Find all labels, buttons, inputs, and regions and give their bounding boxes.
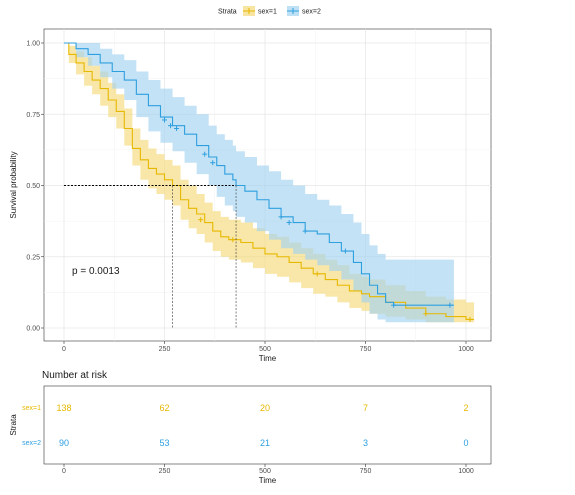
risk-count: 90	[59, 438, 69, 448]
censor-mark	[342, 248, 348, 254]
risk-count: 53	[159, 438, 169, 448]
censor-mark	[467, 316, 473, 322]
censor-mark	[230, 237, 236, 243]
x-tick-label: 750	[360, 346, 372, 353]
confidence-band	[64, 43, 475, 323]
p-value-annotation: p = 0.0013	[72, 266, 120, 277]
censor-mark	[447, 302, 453, 308]
y-tick-label: 0.00	[26, 326, 40, 333]
risk-count: 21	[260, 438, 270, 448]
confidence-band	[64, 43, 454, 323]
censor-mark	[198, 217, 204, 223]
censor-mark	[302, 228, 308, 234]
risk-x-tick-label: 750	[360, 468, 372, 475]
risk-count: 3	[363, 438, 368, 448]
legend-label: sex=2	[302, 9, 321, 16]
risk-table-title: Number at risk	[42, 370, 108, 381]
censor-mark	[391, 302, 397, 308]
censor-mark	[278, 214, 284, 220]
legend-label: sex=1	[258, 9, 277, 16]
x-tick-label: 0	[62, 346, 66, 353]
risk-count: 138	[56, 403, 71, 413]
risk-count: 7	[363, 403, 368, 413]
risk-count: 62	[159, 403, 169, 413]
x-axis-title: Time	[259, 354, 277, 363]
risk-count: 2	[463, 403, 468, 413]
risk-count: 0	[463, 438, 468, 448]
risk-row-label: sex=2	[22, 440, 41, 447]
y-tick-label: 0.50	[26, 183, 40, 190]
risk-x-tick-label: 1000	[458, 468, 474, 475]
risk-y-axis-title: Strata	[9, 414, 18, 436]
y-tick-label: 0.25	[26, 254, 40, 261]
censor-mark	[286, 220, 292, 226]
risk-x-axis-title: Time	[259, 476, 277, 485]
censor-mark	[423, 311, 429, 317]
y-tick-label: 1.00	[26, 41, 40, 48]
survival-curve	[64, 42, 475, 320]
y-tick-label: 0.75	[26, 112, 40, 119]
risk-table-panel	[43, 385, 492, 465]
censor-mark	[174, 126, 180, 131]
x-tick-label: 500	[259, 346, 271, 353]
censor-mark	[162, 117, 167, 123]
censor-mark	[314, 271, 320, 277]
legend-title: Strata	[218, 9, 237, 16]
x-tick-label: 1000	[458, 346, 474, 353]
risk-x-tick-label: 250	[159, 468, 171, 475]
risk-count: 20	[260, 403, 270, 413]
censor-mark	[168, 123, 174, 129]
survival-curve	[64, 42, 454, 306]
risk-x-tick-label: 0	[62, 468, 66, 475]
risk-row-label: sex=1	[22, 405, 41, 412]
censor-mark	[210, 160, 216, 166]
risk-x-tick-label: 500	[259, 468, 271, 475]
censor-mark	[202, 151, 208, 157]
x-tick-label: 250	[159, 346, 171, 353]
y-axis-title: Survival probability	[9, 151, 18, 218]
